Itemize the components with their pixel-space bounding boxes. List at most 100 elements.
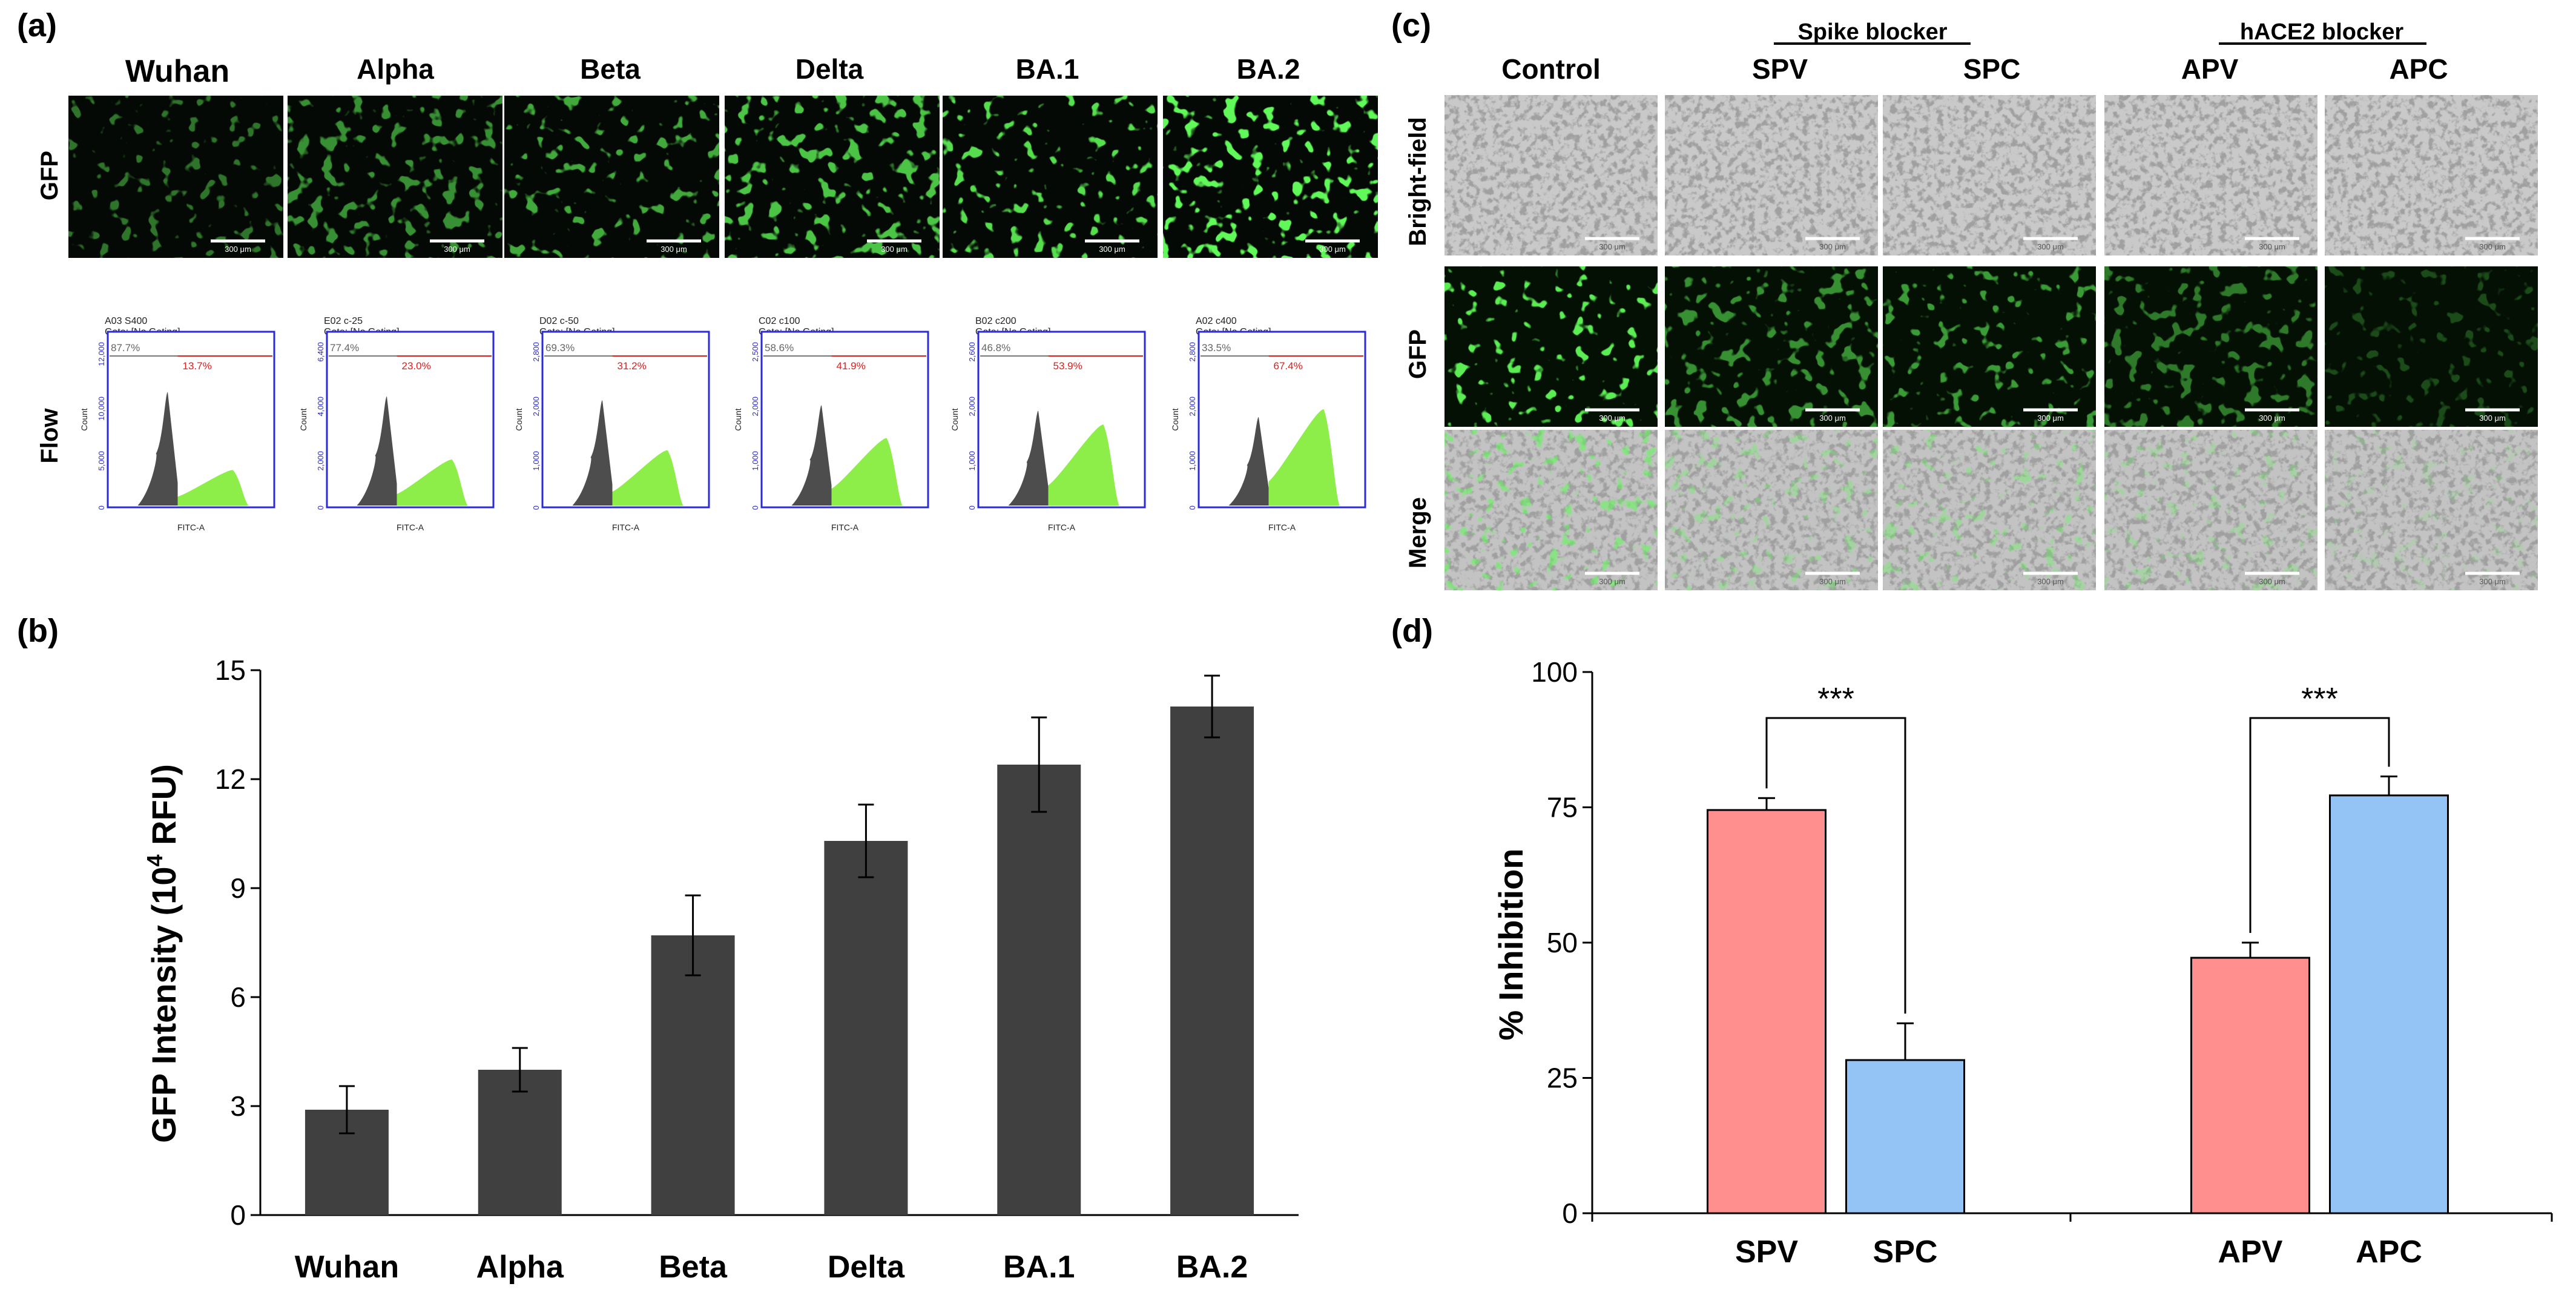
flow-y-axis-label: Count: [514, 408, 524, 430]
scale-bar-label: 300 μm: [2037, 413, 2064, 423]
merge-gfp-overlay: [1665, 430, 1878, 590]
x-tick-label: SPV: [1735, 1234, 1798, 1270]
flow-sample-id: D02 c-50: [539, 316, 579, 326]
scale-bar-label: 300 μm: [1599, 577, 1626, 586]
row-label-gfp: GFP: [1405, 329, 1431, 379]
flow-y-tick-label: 0: [316, 506, 325, 510]
flow-sample-id: A03 S400: [105, 316, 147, 326]
row-label-merge: Merge: [1405, 497, 1431, 568]
column-title: APC: [2389, 53, 2448, 85]
gfp-cell-texture: [1883, 266, 2096, 427]
x-tick-label: APC: [2356, 1234, 2422, 1270]
strain-title: Delta: [796, 53, 864, 85]
bar: [824, 841, 908, 1215]
scale-bar-label: 300 μm: [2479, 577, 2506, 586]
scale-bar-label: 300 μm: [1819, 242, 1846, 251]
scale-bar-label: 300 μm: [660, 245, 687, 254]
y-tick-label: 0: [230, 1199, 246, 1231]
flow-y-tick-label: 2,800: [532, 342, 541, 362]
bar: [1170, 707, 1254, 1215]
scale-bar-label: 300 μm: [881, 245, 908, 254]
flow-y-tick-label: 4,000: [316, 397, 325, 417]
flow-y-axis-label: Count: [733, 408, 743, 430]
flow-y-tick-label: 1,000: [967, 451, 977, 471]
flow-y-tick-label: 0: [97, 506, 106, 510]
group-label-spike: Spike blocker: [1797, 19, 1947, 45]
bar: [997, 765, 1081, 1215]
flow-y-axis-label: Count: [79, 408, 89, 430]
significance-bracket: [1765, 717, 1906, 1014]
negative-percent: 87.7%: [111, 342, 140, 354]
negative-population-histogram: [1228, 417, 1269, 506]
scale-bar-label: 300 μm: [2259, 577, 2285, 586]
x-tick-label: Delta: [828, 1250, 905, 1285]
flow-y-tick-label: 1,000: [1188, 451, 1197, 471]
y-tick-label: 3: [230, 1090, 246, 1122]
x-tick-label: Alpha: [476, 1250, 565, 1285]
strain-title: Alpha: [357, 53, 434, 85]
row-label-gfp: GFP: [36, 151, 63, 200]
y-tick-label: 50: [1547, 927, 1578, 958]
scale-bar-label: 300 μm: [2479, 242, 2506, 251]
flow-y-tick-label: 2,000: [967, 397, 977, 417]
flow-y-tick-label: 10,000: [97, 397, 106, 421]
scale-bar-label: 300 μm: [1819, 413, 1846, 423]
flow-y-axis-label: Count: [1170, 408, 1180, 430]
y-tick-label: 25: [1547, 1062, 1578, 1094]
flow-y-axis-label: Count: [298, 408, 308, 430]
flow-x-axis-label: FITC-A: [612, 522, 640, 532]
positive-percent: 13.7%: [183, 360, 212, 372]
bar: [2190, 957, 2310, 1214]
flow-plot-frame: [107, 331, 275, 509]
scale-bar-label: 300 μm: [2259, 413, 2285, 423]
scale-bar-label: 300 μm: [2259, 242, 2285, 251]
positive-population-histogram: [831, 438, 903, 506]
strain-title: BA.1: [1016, 53, 1079, 85]
negative-percent: 46.8%: [981, 342, 1010, 354]
group-label-hace2: hACE2 blocker: [2240, 19, 2404, 45]
gfp-cell-texture: [504, 96, 719, 258]
x-tick-label: BA.1: [1003, 1250, 1075, 1285]
flow-x-axis-label: FITC-A: [1048, 522, 1076, 532]
bright-field-cell-texture: [1444, 95, 1658, 255]
flow-y-tick-label: 0: [751, 506, 760, 510]
flow-y-tick-label: 2,000: [532, 397, 541, 417]
gfp-cell-texture: [2325, 266, 2538, 427]
flow-sample-id: A02 c400: [1196, 316, 1237, 326]
flow-y-tick-label: 2,500: [751, 342, 760, 362]
flow-sample-id: B02 c200: [975, 316, 1016, 326]
column-title: APV: [2181, 53, 2239, 85]
scale-bar-label: 300 μm: [1599, 413, 1626, 423]
gfp-cell-texture: [1444, 266, 1658, 427]
strain-title: Wuhan: [125, 54, 229, 89]
flow-y-tick-label: 2,800: [1188, 342, 1197, 362]
negative-percent: 77.4%: [330, 342, 359, 354]
positive-population-histogram: [1048, 424, 1119, 506]
bright-field-cell-texture: [1883, 95, 2096, 255]
flow-sample-id: C02 c100: [759, 316, 800, 326]
merge-gfp-overlay: [2104, 430, 2317, 590]
negative-percent: 33.5%: [1202, 342, 1231, 354]
negative-population-histogram: [137, 392, 178, 506]
scale-bar-label: 300 μm: [1599, 242, 1626, 251]
flow-y-tick-label: 2,000: [751, 397, 760, 417]
flow-y-tick-label: 12,000: [97, 342, 106, 366]
flow-y-axis-label: Count: [950, 408, 960, 430]
merge-gfp-overlay: [1883, 430, 2096, 590]
y-tick-label: 75: [1547, 792, 1578, 823]
bright-field-cell-texture: [2104, 95, 2317, 255]
flow-y-tick-label: 0: [532, 506, 541, 510]
panel-b-label: (b): [17, 613, 59, 649]
positive-population-histogram: [1268, 409, 1340, 506]
positive-percent: 31.2%: [618, 360, 647, 372]
scale-bar-label: 300 μm: [1819, 577, 1846, 586]
positive-percent: 67.4%: [1274, 360, 1303, 372]
significance-label: ***: [2301, 682, 2338, 717]
flow-histogram-row: A03 S400Gate: [No Gating]87.7%13.7%05,00…: [79, 316, 1366, 532]
panel-c-label: (c): [1391, 7, 1431, 44]
merge-gfp-overlay: [1444, 430, 1658, 590]
panel-a-label: (a): [17, 7, 57, 44]
y-tick-label: 9: [230, 872, 246, 904]
flow-plot-frame: [326, 331, 495, 509]
y-tick-label: 0: [1562, 1198, 1578, 1229]
